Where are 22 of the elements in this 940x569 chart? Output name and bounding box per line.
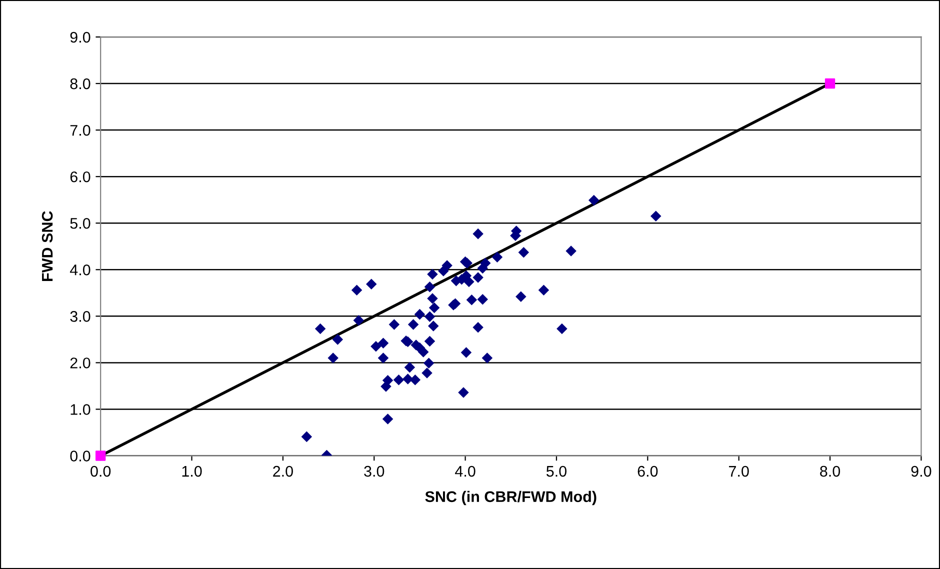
y-tick-label: 7.0 [70, 124, 90, 136]
y-tick-label: 0.0 [70, 450, 90, 462]
y-tick-label: 6.0 [70, 171, 90, 182]
x-tick-label: 5.0 [546, 466, 567, 477]
y-tick-label: 5.0 [70, 218, 90, 229]
x-tick-label: 7.0 [729, 466, 749, 477]
x-tick-label: 1.0 [182, 466, 202, 477]
y-tick-label: 8.0 [70, 78, 90, 90]
x-tick-label: 0.0 [90, 466, 111, 477]
y-axis-title: FWD SNC [42, 211, 53, 281]
x-tick-label: 4.0 [455, 466, 476, 477]
y-tick-label: 9.0 [70, 32, 90, 43]
x-tick-label: 6.0 [638, 466, 658, 477]
x-tick-label: 9.0 [911, 466, 932, 477]
x-tick-label: 8.0 [820, 466, 840, 477]
y-tick-label: 4.0 [70, 264, 90, 276]
y-tick-label: 1.0 [70, 404, 90, 415]
y-tick-label: 2.0 [70, 358, 90, 368]
x-tick-label: 2.0 [273, 466, 293, 477]
x-tick-label: 3.0 [364, 466, 384, 477]
x-axis-title: SNC (in CBR/FWD Mod) [425, 490, 596, 506]
y-tick-label: 3.0 [70, 311, 90, 322]
